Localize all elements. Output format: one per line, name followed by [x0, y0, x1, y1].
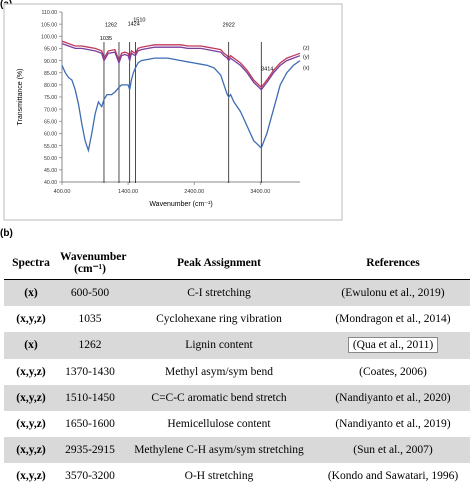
cell-peak-assignment: Lignin content — [185, 339, 253, 352]
series-legend-label: (x) — [303, 66, 310, 72]
cell-peak-assignment: C-I stretching — [187, 287, 251, 300]
header-references: References — [366, 256, 420, 269]
y-axis-label: Transmittance (%) — [17, 69, 24, 126]
peak-assignment-table: Spectra Wavenumber (cm⁻¹) Peak Assignmen… — [4, 246, 470, 490]
cell-reference: (Nandiyanto et al., 2019) — [335, 418, 451, 431]
y-tick-label: 90.00 — [44, 59, 57, 65]
table-row: (x,y,z) 3570-3200 O-H stretching (Kondo and… — [4, 463, 470, 489]
panel-b-label: (b) — [0, 228, 13, 239]
x-tick-label: 2400.00 — [184, 189, 204, 195]
peak-label: 2922 — [223, 23, 235, 29]
peak-label: 3414 — [261, 66, 273, 72]
cell-wavenumber: 3570-3200 — [65, 470, 115, 483]
table-row: (x) 1262 Lignin content (Qua et al., 2011) — [4, 332, 470, 359]
cell-peak-assignment: Cyclohexane ring vibration — [156, 313, 282, 326]
x-tick-label: 1400.00 — [118, 189, 138, 195]
cell-spectra: (x,y,z) — [16, 444, 46, 457]
y-tick-label: 80.00 — [44, 83, 57, 89]
table-row: (x,y,z) 1510-1450 C=C-C aromatic bend stre… — [4, 384, 470, 411]
table-row: (x,y,z) 1370-1430 Methyl asym/sym bend (Coa… — [4, 359, 470, 385]
chart-frame — [3, 3, 343, 221]
y-tick-label: 70.00 — [44, 107, 57, 113]
y-tick-label: 95.00 — [44, 47, 57, 53]
cell-spectra: (x,y,z) — [16, 470, 46, 483]
cell-wavenumber: 1262 — [78, 339, 102, 352]
y-tick-label: 40.00 — [44, 180, 57, 186]
cell-spectra: (x) — [24, 339, 38, 352]
cell-reference: (Sun et al., 2007) — [353, 444, 433, 457]
cell-reference: (Kondo and Sawatari, 1996) — [327, 470, 459, 483]
table-row: (x,y,z) 1650-1600 Hemicellulose content (Na… — [4, 411, 470, 437]
y-tick-label: 55.00 — [44, 144, 57, 150]
cell-peak-assignment: Methyl asym/sym bend — [165, 365, 273, 378]
cell-spectra: (x) — [24, 287, 38, 300]
cell-spectra: (x,y,z) — [16, 313, 46, 326]
cell-peak-assignment: C=C-C aromatic bend stretch — [151, 391, 287, 404]
y-tick-label: 60.00 — [44, 132, 57, 138]
header-wavenumber: Wavenumber (cm⁻¹) — [60, 250, 127, 275]
y-tick-label: 100.00 — [41, 34, 57, 40]
y-tick-label: 85.00 — [44, 71, 57, 77]
reference-box: (Qua et al., 2011) — [347, 337, 439, 354]
cell-peak-assignment: Methylene C-H asym/sym stretching — [134, 444, 304, 457]
cell-spectra: (x,y,z) — [16, 418, 46, 431]
peak-label: 1035 — [100, 36, 112, 42]
table-row: (x,y,z) 2935-2915 Methylene C-H asym/sym s… — [4, 437, 470, 464]
series-legend-label: (z) — [303, 45, 310, 51]
x-tick-label: 400.00 — [54, 189, 71, 195]
y-tick-label: 45.00 — [44, 168, 57, 174]
ftir-chart: 40.00 45.00 50.00 55.00 60.00 65.00 70.00 75.00… — [3, 3, 343, 221]
cell-wavenumber: 1650-1600 — [65, 418, 115, 431]
table-header-row: Spectra Wavenumber (cm⁻¹) Peak Assignmen… — [4, 246, 470, 280]
series-line-y — [61, 42, 301, 91]
cell-reference: (Qua et al., 2011) — [316, 337, 470, 354]
cell-reference: (Ewulonu et al., 2019) — [341, 287, 445, 300]
cell-reference: (Mondragon et al., 2014) — [335, 313, 451, 326]
series-line-z — [61, 40, 301, 89]
cell-wavenumber: 1510-1450 — [65, 391, 115, 404]
x-axis-label: Wavenumber (cm⁻¹) — [149, 201, 212, 208]
series-line-x — [61, 57, 301, 153]
y-tick-label: 75.00 — [44, 95, 57, 101]
cell-peak-assignment: Hemicellulose content — [167, 418, 271, 431]
table-row: (x,y,z) 1035 Cyclohexane ring vibration (Mo… — [4, 306, 470, 332]
cell-reference: (Nandiyanto et al., 2020) — [335, 391, 451, 404]
cell-spectra: (x,y,z) — [16, 391, 46, 404]
peak-label: 1262 — [105, 23, 117, 29]
peak-label: 1424 — [128, 21, 140, 27]
table-row: (x) 600-500 C-I stretching (Ewulonu et al.,… — [4, 280, 470, 307]
cell-wavenumber: 2935-2915 — [65, 444, 115, 457]
cell-reference: (Coates, 2006) — [359, 365, 427, 378]
y-tick-label: 50.00 — [44, 156, 57, 162]
y-tick-label: 105.00 — [41, 22, 57, 28]
cell-peak-assignment: O-H stretching — [184, 470, 254, 483]
x-tick-label: 3400.00 — [250, 189, 270, 195]
cell-wavenumber: 1035 — [78, 313, 102, 326]
cell-wavenumber: 600-500 — [70, 287, 110, 300]
header-spectra: Spectra — [12, 256, 50, 269]
y-tick-label: 65.00 — [44, 119, 57, 125]
cell-spectra: (x,y,z) — [16, 365, 46, 378]
series-legend-label: (y) — [303, 55, 310, 61]
header-peak-assignment: Peak Assignment — [176, 256, 262, 269]
y-tick-label: 110.00 — [42, 10, 58, 16]
cell-wavenumber: 1370-1430 — [65, 365, 115, 378]
peak-label: 1510 — [133, 18, 145, 24]
